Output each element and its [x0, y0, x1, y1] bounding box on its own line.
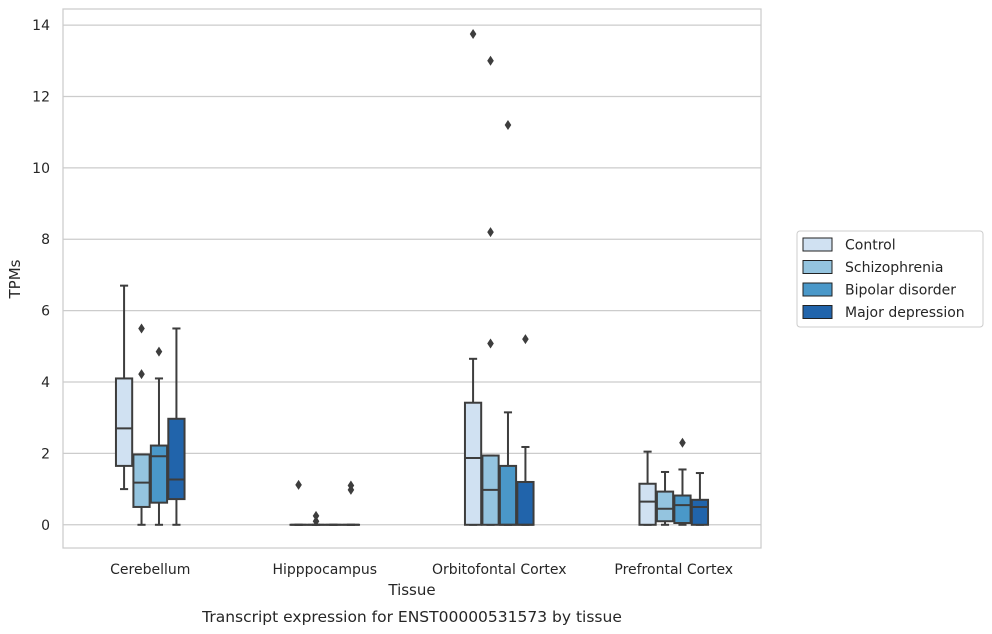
box-group	[306, 510, 326, 527]
y-axis-label: TPMs	[6, 259, 24, 299]
box	[132, 453, 151, 508]
box-group	[114, 284, 134, 491]
box-group	[167, 327, 186, 526]
legend-swatch	[802, 260, 833, 274]
legend-swatch	[802, 282, 833, 297]
outlier-point	[138, 369, 145, 380]
x-axis-label: Tissue	[387, 581, 435, 599]
outlier-point	[469, 28, 477, 39]
box-group	[341, 480, 361, 526]
box-group	[498, 120, 518, 526]
y-tick-label: 4	[41, 375, 50, 391]
x-tick-label: Hipppocampus	[272, 562, 377, 578]
plot-frame	[62, 8, 762, 549]
outlier-point	[487, 227, 494, 238]
outlier-point	[347, 480, 355, 491]
outlier-point	[679, 437, 686, 448]
y-tick-label: 14	[32, 18, 50, 34]
y-tick-label: 2	[41, 446, 50, 462]
box-group	[638, 450, 657, 526]
outlier-point	[504, 120, 512, 131]
y-tick-label: 6	[41, 304, 50, 320]
legend-swatch	[802, 305, 833, 319]
x-tick-label: Prefrontal Cortex	[614, 562, 733, 578]
x-tick-labels: Cerebellum Hipppocampus Orbitofontal Corte…	[110, 562, 733, 578]
outlier-point	[522, 334, 529, 345]
box	[655, 490, 675, 523]
box-group	[289, 479, 308, 526]
outlier-point	[312, 510, 320, 521]
box	[690, 498, 710, 526]
box-group	[655, 470, 675, 526]
outlier-point	[487, 338, 494, 349]
x-tick-label: Cerebellum	[110, 562, 190, 578]
chart-caption: Transcript expression for ENST0000053157…	[201, 608, 622, 626]
legend-label: Schizophrenia	[845, 260, 943, 276]
box	[463, 401, 483, 526]
y-tick-label: 10	[32, 161, 50, 177]
box-group	[149, 346, 169, 526]
outlier-point	[312, 516, 320, 527]
y-tick-label: 12	[32, 89, 50, 105]
x-tick-label: Orbitofontal Cortex	[432, 562, 567, 578]
box	[516, 480, 535, 526]
legend-swatch	[802, 237, 833, 252]
legend-label: Bipolar disorder	[845, 283, 956, 299]
outlier-point	[295, 479, 302, 490]
box	[149, 444, 169, 504]
legend-frame	[796, 230, 984, 328]
box	[114, 377, 134, 467]
box-group	[463, 28, 483, 526]
outlier-point	[487, 55, 494, 66]
legend: Control Schizophrenia Bipolar disorder Majo…	[796, 230, 984, 328]
legend-label: Major depression	[845, 305, 965, 321]
outlier-point	[138, 323, 145, 334]
box	[638, 482, 657, 526]
boxes	[114, 28, 710, 527]
box	[498, 464, 518, 526]
box	[167, 417, 186, 501]
box-group	[481, 55, 500, 526]
outlier-point	[155, 346, 163, 357]
box	[673, 494, 692, 525]
y-tick-label: 0	[41, 518, 50, 534]
legend-label: Control	[845, 238, 896, 254]
box-group	[690, 472, 710, 526]
y-tick-labels: 0 2 4 6 8 10 12 14	[32, 18, 50, 534]
box-group	[132, 323, 151, 526]
box-group	[673, 437, 692, 526]
box-group	[516, 334, 535, 526]
y-tick-label: 8	[41, 232, 50, 248]
